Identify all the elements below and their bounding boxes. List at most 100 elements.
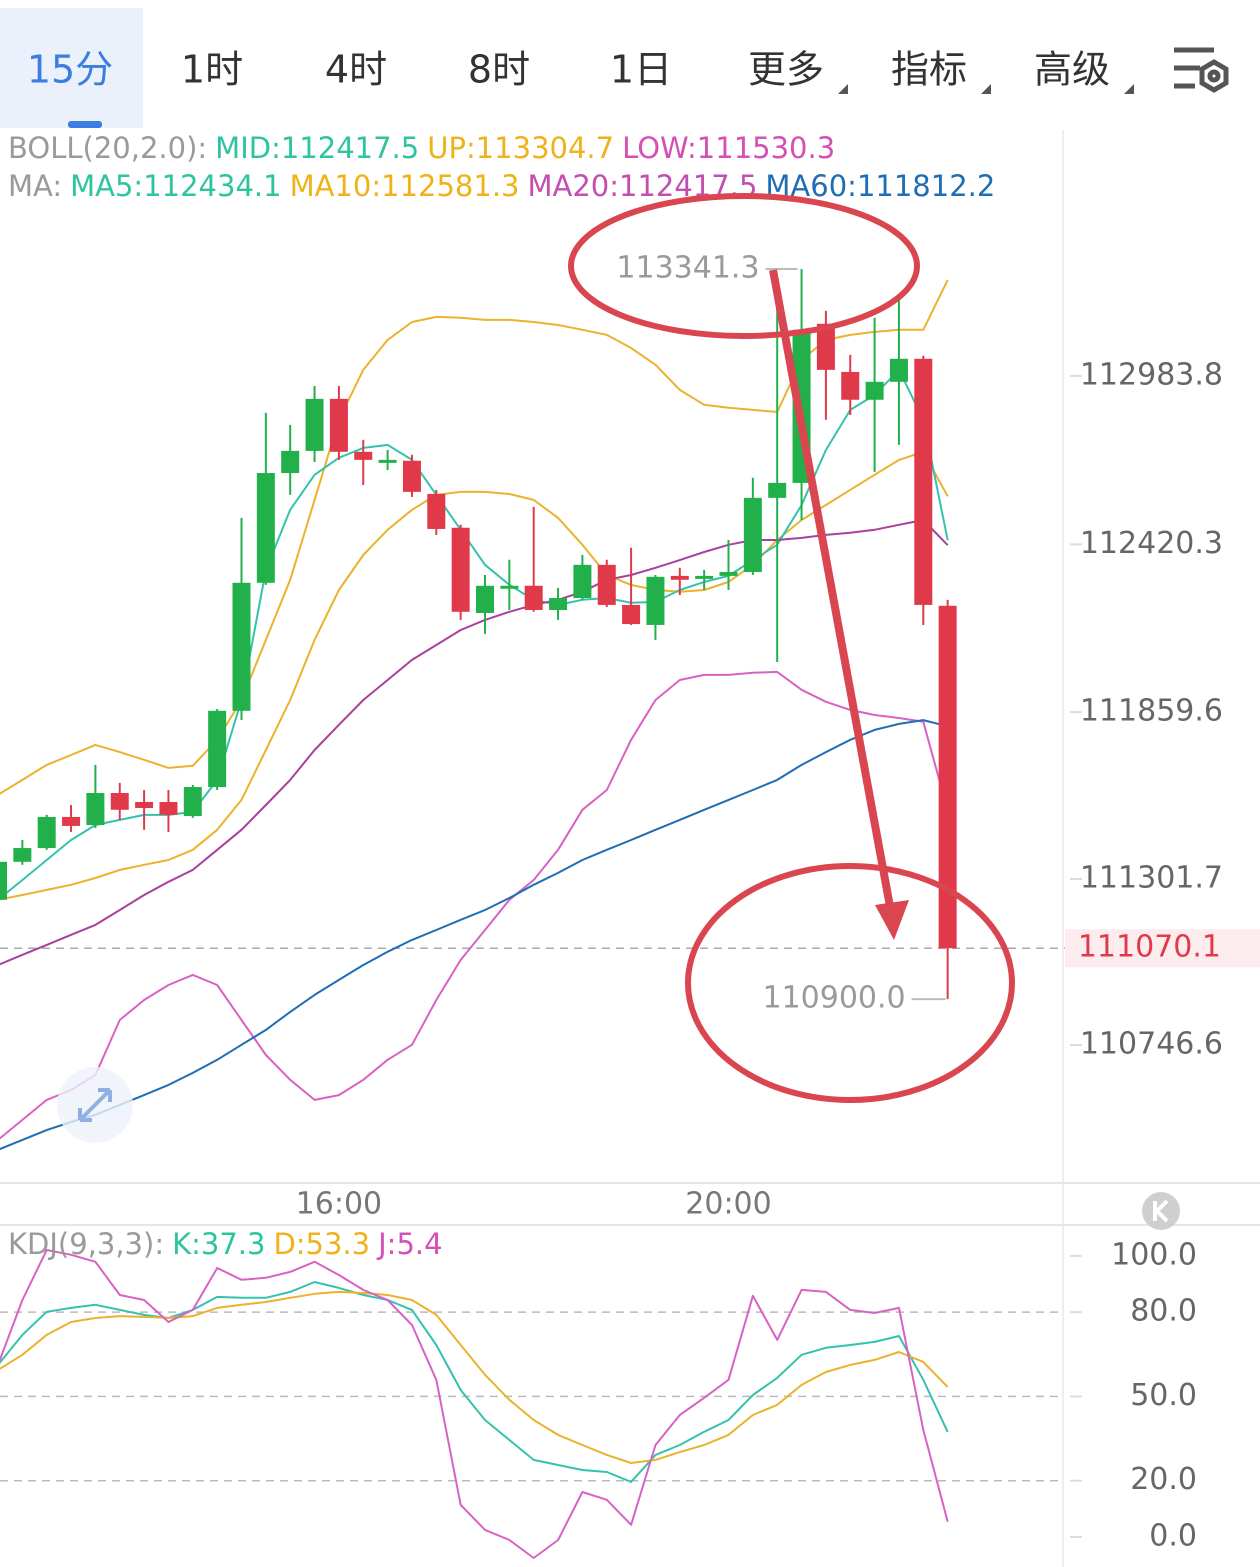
indicator-line [0,719,948,1151]
kdj-line [0,1249,949,1559]
indicator-line [0,670,949,1140]
selected-tab-bg [0,8,143,128]
tab[interactable]: 1时 [181,48,243,92]
y-tick-label: 0.0 [1149,1518,1197,1553]
candle-body [719,572,738,576]
dropdown-caret [981,84,991,94]
indicator-line [0,368,949,900]
dropdown-caret [1124,84,1134,94]
legend-label: MA: [8,169,62,203]
candle-body [232,582,251,711]
legend-item: D:53.3 [273,1227,370,1261]
candle-body [816,323,835,370]
candle-body [476,585,494,613]
candle-body [427,493,446,529]
y-tick-label: 80.0 [1130,1294,1197,1329]
candle-body [841,371,860,400]
tab-bar: 15分 1时 4时 8时 1日 更多 指标 高级 [27,48,1110,92]
expand-button[interactable] [57,1067,133,1143]
candle-body [597,564,616,605]
candle-body [135,801,154,808]
tab[interactable]: 1日 [610,48,672,92]
candle-body [62,816,81,826]
candle-body [646,576,665,625]
y-tick-label: 112983.8 [1080,357,1223,392]
candle-body [670,575,689,580]
candle-body [500,585,519,589]
candle-body [524,585,543,610]
y-tick-label: 111859.6 [1080,694,1223,729]
candle-body [743,497,762,573]
candle-body [37,816,56,849]
reset-button[interactable] [1142,1192,1180,1230]
tab[interactable]: 高级 [1034,48,1110,92]
last-price-label: 111070.1 [1078,930,1221,965]
candle-body [86,793,105,826]
highlight-ellipse [685,863,1015,1103]
tab[interactable]: 4时 [325,48,387,92]
indicator-line [0,519,949,966]
candle-body [110,793,129,810]
legend-item: MA10:112581.3 [290,169,520,203]
candle-body [768,482,787,498]
y-tick-label: 50.0 [1130,1378,1197,1413]
annotation-overlay [568,193,1015,1103]
y-tick-label: 110746.6 [1080,1026,1223,1061]
legend-item: K:37.3 [172,1227,265,1261]
last-price-box [1065,929,1260,968]
candle-body [159,801,178,815]
y-tick-label: 100.0 [1111,1237,1197,1272]
candle-body [889,358,908,382]
settings-icon[interactable] [1174,47,1229,93]
candle-body [13,848,32,862]
candle-body [354,451,373,460]
y-tick-label: 112420.3 [1080,526,1223,561]
legend-item: LOW:111530.3 [622,131,835,165]
indicator-legend: KDJ(9,3,3): K:37.3 D:53.3 J:5.4 [8,1227,443,1261]
kdj-line [0,1290,949,1464]
candle-body [183,787,202,817]
legend-item: UP:113304.7 [427,131,614,165]
candle-body [695,575,714,579]
legend-label: BOLL(20,2.0): [8,131,207,165]
candle-body [573,564,592,599]
tab[interactable]: 15分 [27,48,113,92]
candle-body [305,398,324,451]
candle-body [451,527,470,612]
indicator-line [0,279,949,795]
tab[interactable]: 指标 [891,48,967,92]
candle-body [865,381,884,400]
candle-body [622,604,641,625]
y-tick-label: 20.0 [1130,1462,1197,1497]
arrow-head [875,900,909,940]
indicator-legend: MA: MA5:112434.1 MA10:112581.3 MA20:112417.… [8,169,995,203]
tab[interactable]: 8时 [468,48,530,92]
legend-item: MA5:112434.1 [70,169,281,203]
tab[interactable]: 更多 [748,48,824,92]
x-tick-label: 16:00 [296,1187,382,1222]
candle-body [938,605,957,949]
chart: BOLL(20,2.0): MID:112417.5 UP:113304.7 LOW:… [0,131,1260,1559]
candle-body [378,459,397,463]
candle-body [402,460,421,492]
selected-tab-indicator [68,121,102,128]
candle-body [549,598,568,610]
legend-item: J:5.4 [376,1227,442,1261]
legend-label: KDJ(9,3,3): [8,1227,164,1261]
candle-body [0,861,7,900]
candle-body [914,358,933,605]
min-price-label: 110900.0 [762,981,905,1016]
x-tick-label: 20:00 [685,1187,771,1222]
indicator-line [0,450,949,901]
candle-body [329,398,348,452]
highlight-ellipse [568,193,920,339]
arrow-shaft [769,269,895,913]
dropdown-caret [838,84,848,94]
max-price-label: 113341.3 [616,250,759,285]
y-tick-label: 111301.7 [1080,860,1223,895]
candle-body [208,710,227,788]
legend-item: MID:112417.5 [215,131,419,165]
